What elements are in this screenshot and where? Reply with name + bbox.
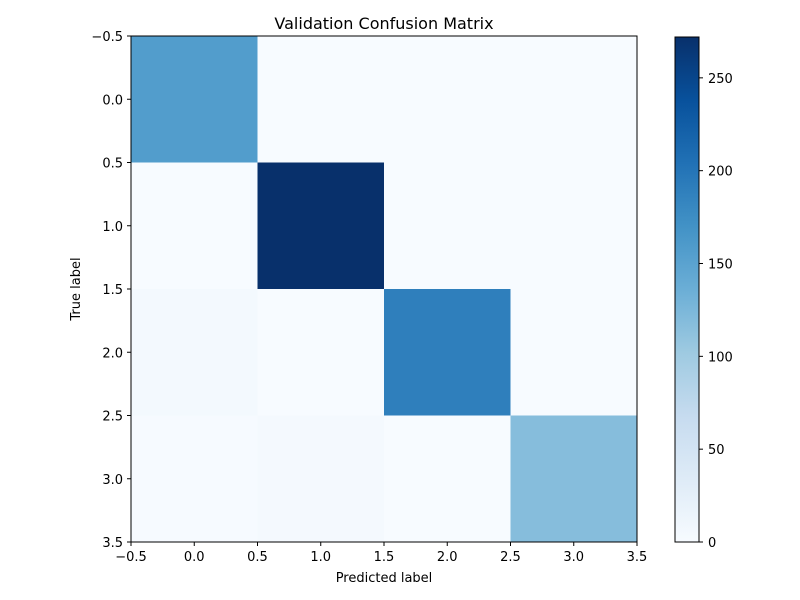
y-axis-label: True label	[69, 257, 84, 321]
heatmap-cell-3-2	[384, 415, 511, 543]
x-tick-label: 3.0	[563, 550, 584, 565]
heatmap-cell-0-1	[257, 36, 385, 163]
heatmap-cell-0-2	[384, 36, 511, 163]
x-tick-label: 2.5	[500, 550, 521, 565]
colorbar-ticks: 0 50 100 150 200 250	[699, 72, 733, 551]
x-tick-label: −0.5	[115, 550, 147, 565]
heatmap-cell-3-3	[510, 415, 638, 543]
heatmap-cell-2-1	[257, 289, 385, 416]
y-tick-label: 1.5	[102, 283, 123, 298]
y-tick-label: 3.0	[102, 473, 123, 488]
heatmap-cells	[131, 36, 638, 543]
heatmap-cell-1-1	[257, 162, 385, 290]
colorbar-tick-label: 200	[708, 165, 733, 180]
y-tick-label: 3.5	[102, 536, 123, 551]
heatmap-cell-0-3	[510, 36, 638, 163]
y-tick-label: 0.0	[102, 93, 123, 108]
x-tick-label: 3.5	[627, 550, 648, 565]
colorbar-tick-label: 100	[708, 350, 733, 365]
heatmap-cell-2-0	[131, 289, 258, 416]
heatmap-cell-1-2	[384, 162, 511, 290]
colorbar-tick-label: 150	[708, 258, 733, 273]
y-tick-label: −0.5	[91, 30, 123, 45]
x-tick-label: 2.0	[437, 550, 458, 565]
x-axis-label: Predicted label	[336, 571, 433, 586]
x-tick-label: 1.0	[310, 550, 331, 565]
colorbar-tick-label: 50	[708, 443, 725, 458]
heatmap-cell-0-0	[131, 36, 258, 163]
colorbar-tick-label: 250	[708, 72, 733, 87]
colorbar: 0 50 100 150 200 250	[674, 36, 733, 551]
x-tick-label: 0.0	[184, 550, 205, 565]
heatmap-cell-3-0	[131, 415, 258, 543]
heatmap-cell-2-3	[510, 289, 638, 416]
x-tick-label: 1.5	[374, 550, 395, 565]
y-axis-ticks: −0.5 0.0 0.5 1.0 1.5 2.0 2.5 3.0 3.5	[91, 30, 131, 551]
heatmap-cell-3-1	[257, 415, 385, 543]
x-tick-label: 0.5	[247, 550, 268, 565]
colorbar-gradient	[674, 36, 700, 543]
y-tick-label: 2.5	[102, 410, 123, 425]
y-tick-label: 1.0	[102, 220, 123, 235]
chart-title: Validation Confusion Matrix	[274, 14, 493, 33]
y-tick-label: 0.5	[102, 157, 123, 172]
colorbar-tick-label: 0	[708, 536, 716, 551]
y-tick-label: 2.0	[102, 346, 123, 361]
heatmap-cell-1-0	[131, 162, 258, 290]
x-axis-ticks: −0.5 0.0 0.5 1.0 1.5 2.0 2.5 3.0 3.5	[115, 542, 647, 565]
heatmap-cell-1-3	[510, 162, 638, 290]
heatmap-cell-2-2	[384, 289, 511, 416]
